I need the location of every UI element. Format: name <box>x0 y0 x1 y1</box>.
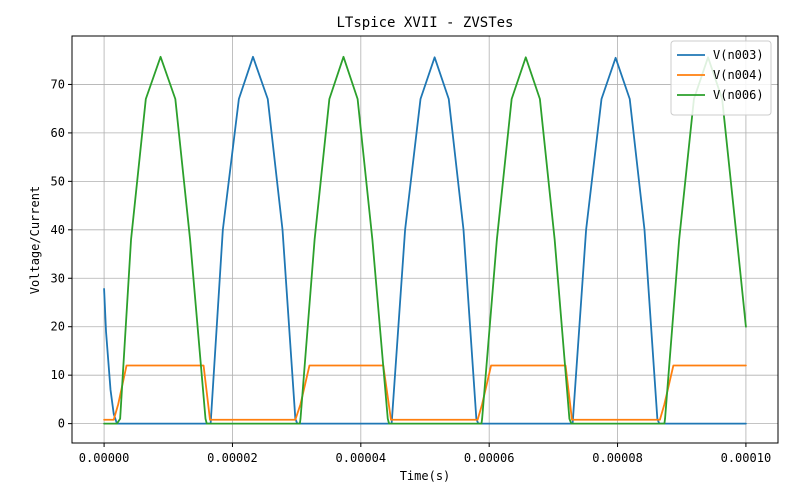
x-tick-label: 0.00004 <box>336 451 387 465</box>
y-tick-label: 10 <box>51 368 65 382</box>
x-tick-label: 0.00010 <box>721 451 772 465</box>
series-line-v-n004 <box>103 364 747 421</box>
y-tick-label: 0 <box>58 417 65 431</box>
x-tick-label: 0.00000 <box>79 451 130 465</box>
y-tick-label: 30 <box>51 271 65 285</box>
y-tick-label: 40 <box>51 223 65 237</box>
x-tick-label: 0.00002 <box>207 451 258 465</box>
series-layer <box>103 55 747 425</box>
plot-frame <box>71 35 779 444</box>
legend-box <box>670 40 772 116</box>
legend: V(n003) V(n004) V(n006) <box>670 40 772 116</box>
x-axis-label: Time(s) <box>400 469 451 483</box>
legend-label: V(n003) <box>713 48 764 62</box>
y-tick-label: 60 <box>51 126 65 140</box>
y-tick-label: 50 <box>51 174 65 188</box>
legend-label: V(n004) <box>713 68 764 82</box>
series-line-v-n006 <box>103 55 747 425</box>
legend-label: V(n006) <box>713 88 764 102</box>
y-axis-label: Voltage/Current <box>28 186 42 294</box>
tick-layer: 0.00000 0.00002 0.00004 0.00006 0.00008 0.000… <box>51 77 772 465</box>
y-tick-label: 70 <box>51 77 65 91</box>
y-tick-label: 20 <box>51 320 65 334</box>
x-tick-label: 0.00006 <box>464 451 515 465</box>
chart-title: LTspice XVII - ZVSTes <box>336 15 513 31</box>
x-tick-label: 0.00008 <box>592 451 643 465</box>
